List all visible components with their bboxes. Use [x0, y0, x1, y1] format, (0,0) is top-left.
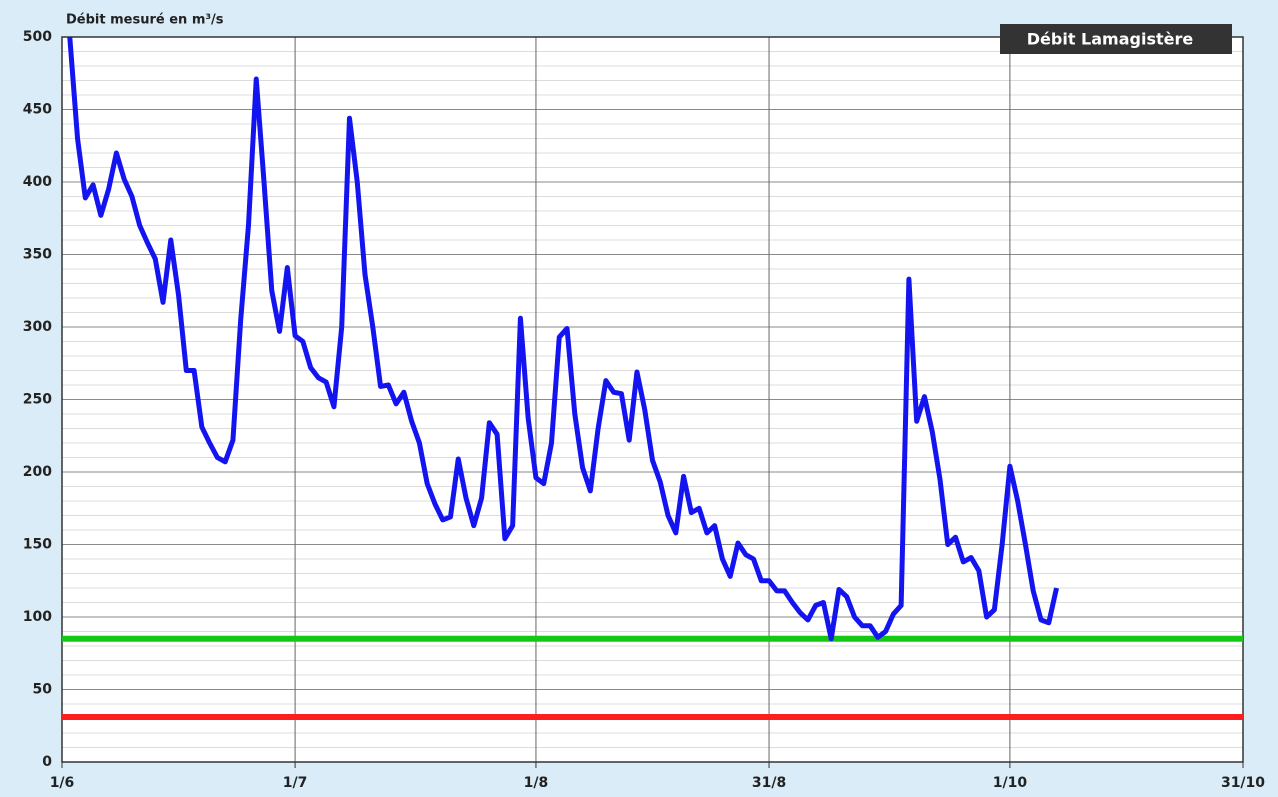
x-tick-label: 1/7: [283, 775, 308, 791]
legend-title: Débit Lamagistère: [1027, 30, 1194, 49]
y-tick-label: 100: [23, 609, 52, 625]
legend-box: [1000, 24, 1232, 54]
y-tick-label: 450: [23, 102, 52, 118]
y-tick-label: 50: [33, 682, 53, 698]
x-tick-label: 1/8: [524, 775, 549, 791]
y-tick-label: 200: [23, 464, 52, 480]
x-tick-label: 1/6: [50, 775, 75, 791]
y-tick-label: 400: [23, 174, 52, 190]
y-tick-label: 350: [23, 247, 52, 263]
plot-border: [61, 36, 1244, 763]
y-tick-label: 250: [23, 392, 52, 408]
y-axis-label: Débit mesuré en m³/s: [66, 13, 224, 28]
y-tick-label: 500: [23, 29, 52, 45]
data-line: [67, 36, 1059, 642]
y-tick-label: 150: [23, 537, 52, 553]
y-tick-label: 300: [23, 319, 52, 335]
x-tick-label: 31/8: [752, 775, 786, 791]
x-tick-label: 1/10: [993, 775, 1028, 791]
x-tick-label: 31/10: [1221, 775, 1265, 791]
y-tick-label: 0: [42, 754, 52, 770]
